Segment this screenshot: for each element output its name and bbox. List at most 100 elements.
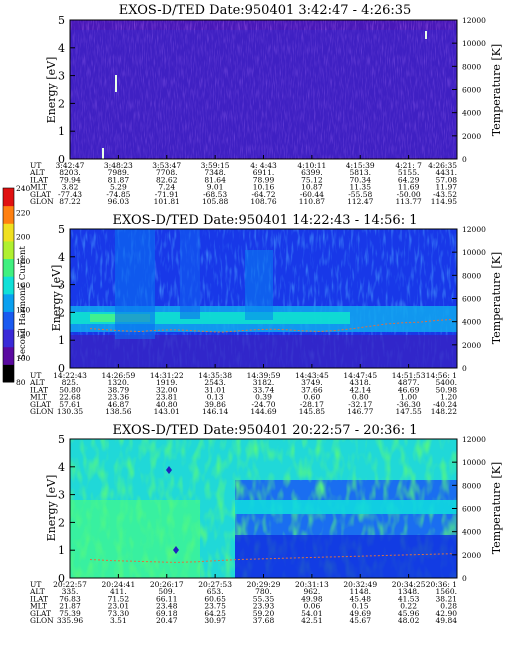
table-cell: 45.48	[350, 594, 372, 603]
table-cell: -55.58	[348, 190, 372, 199]
table-cell: 0.15	[352, 602, 369, 611]
table-cell: 21.87	[59, 602, 81, 611]
table-cell: 4431.	[436, 168, 457, 177]
table-cell: 20.47	[156, 616, 178, 625]
colorbar-tick-label: 180	[16, 257, 31, 266]
table-cell: 23.01	[108, 602, 129, 611]
panel-3-ytick-label: 1	[58, 544, 65, 557]
table-cell: 32.00	[156, 385, 178, 394]
table-cell: -24.70	[251, 400, 275, 409]
panel-1-spike-1	[115, 75, 117, 92]
table-cell: 42.90	[436, 609, 458, 618]
table-cell: 3182.	[253, 378, 274, 387]
table-cell: 39.86	[204, 400, 226, 409]
panel-2-ytick-label: 4	[58, 251, 65, 264]
table-cell: 14:39:59	[247, 371, 281, 380]
table-cell: 3749.	[301, 378, 322, 387]
table-cell: 5400.	[436, 378, 457, 387]
panel-2-y2tick-label: 0	[462, 364, 467, 373]
colorbar-tick-label: 240	[16, 184, 31, 193]
table-cell: 148.22	[431, 407, 457, 416]
table-row-label: GLAT	[30, 190, 51, 199]
table-cell: 7989.	[108, 168, 129, 177]
table-cell: 7.24	[158, 183, 175, 192]
table-cell: 4: 4:43	[250, 161, 277, 170]
panel-2-y2tick-label: 12000	[462, 225, 486, 234]
panel-3-energy-band	[235, 500, 457, 514]
table-cell: 81.64	[204, 175, 226, 184]
panel-3-yticks: 0 1 2 3 4 5	[58, 433, 75, 585]
colorbar-tick-label: 160	[16, 281, 31, 290]
panel-1-blue-band	[70, 30, 457, 158]
table-cell: 59.20	[253, 609, 275, 618]
table-cell: 14:35:38	[198, 371, 232, 380]
panel-1-y2tick-label: 0	[462, 155, 467, 164]
table-cell: 64.29	[398, 175, 420, 184]
table-cell: -43.52	[433, 190, 457, 199]
table-cell: -28.17	[300, 400, 324, 409]
panel-3: EXOS-D/TED Date:950401 20:22:57 - 20:36:…	[29, 423, 503, 625]
colorbar-swatch	[3, 240, 14, 260]
table-cell: 146.14	[202, 407, 228, 416]
panel-2-ytick-label: 5	[58, 223, 65, 236]
panel-1: EXOS-D/TED Date:950401 3:42:47 - 4:26:35…	[29, 3, 503, 206]
panel-2-block-2	[245, 250, 273, 320]
colorbar-tick-label: 140	[16, 305, 31, 314]
table-cell: 48.02	[398, 616, 420, 625]
table-cell: -32.17	[348, 400, 372, 409]
panel-1-ytick-label: 5	[58, 14, 65, 27]
panel-2-title: EXOS-D/TED Date:950401 14:22:43 - 14:56:…	[113, 213, 418, 228]
colorbar-swatch	[3, 205, 14, 224]
table-cell: 105.88	[202, 197, 228, 206]
table-cell: 20:29:29	[247, 580, 281, 589]
table-cell: 57.61	[59, 400, 80, 409]
colorbar-swatch	[3, 346, 14, 365]
panel-1-ytick-label: 2	[58, 97, 65, 110]
panel-2-low-band	[70, 335, 457, 368]
colorbar-tick-label: 200	[16, 233, 31, 242]
table-row-label: GLON	[30, 616, 54, 625]
panel-2-temperature-trace	[89, 318, 453, 333]
table-cell: 87.22	[59, 197, 81, 206]
panel-3-ylabel: Energy [eV]	[45, 475, 58, 542]
panel-3-y2tick-label: 8000	[462, 481, 481, 490]
table-cell: 4318.	[350, 378, 371, 387]
table-cell: -71.91	[155, 190, 179, 199]
table-cell: 78.99	[253, 175, 275, 184]
table-cell: 1.00	[400, 393, 417, 402]
table-row-label: GLAT	[30, 400, 51, 409]
colorbar-swatch	[3, 293, 14, 312]
panel-2-y2label: Temperature [K]	[490, 252, 503, 344]
table-cell: 5813.	[350, 168, 371, 177]
panel-3-diamond-2	[173, 546, 179, 554]
table-cell: 509.	[158, 587, 175, 596]
colorbar-swatch	[3, 258, 14, 277]
table-cell: 2543.	[204, 378, 225, 387]
table-cell: -60.44	[300, 190, 324, 199]
table-cell: -74.85	[106, 190, 130, 199]
table-cell: 45.96	[398, 609, 420, 618]
table-cell: 55.35	[253, 594, 275, 603]
panel-2-ytick-label: 3	[58, 279, 65, 292]
table-cell: 780.	[255, 587, 272, 596]
table-cell: 10.16	[253, 183, 275, 192]
table-cell: -50.00	[397, 190, 421, 199]
panel-2-plot	[70, 229, 457, 368]
colorbar-tick-label: 220	[16, 208, 31, 217]
table-cell: 22.68	[59, 393, 81, 402]
table-cell: 4877.	[398, 378, 419, 387]
table-cell: 1348.	[398, 587, 419, 596]
panel-2-block-3	[180, 229, 200, 319]
table-cell: 37.68	[253, 616, 275, 625]
table-cell: 4:21: 7	[395, 161, 422, 170]
table-cell: 0.22	[400, 602, 417, 611]
table-cell: 112.47	[347, 197, 373, 206]
panel-3-ytick-label: 2	[58, 516, 65, 529]
table-cell: 49.98	[301, 594, 323, 603]
table-cell: 75.39	[59, 609, 81, 618]
table-cell: 0.06	[304, 602, 321, 611]
panel-3-temperature-trace	[89, 553, 453, 563]
panel-1-ytick-label: 1	[58, 125, 65, 138]
panel-1-ylabel: Energy [eV]	[45, 57, 58, 124]
